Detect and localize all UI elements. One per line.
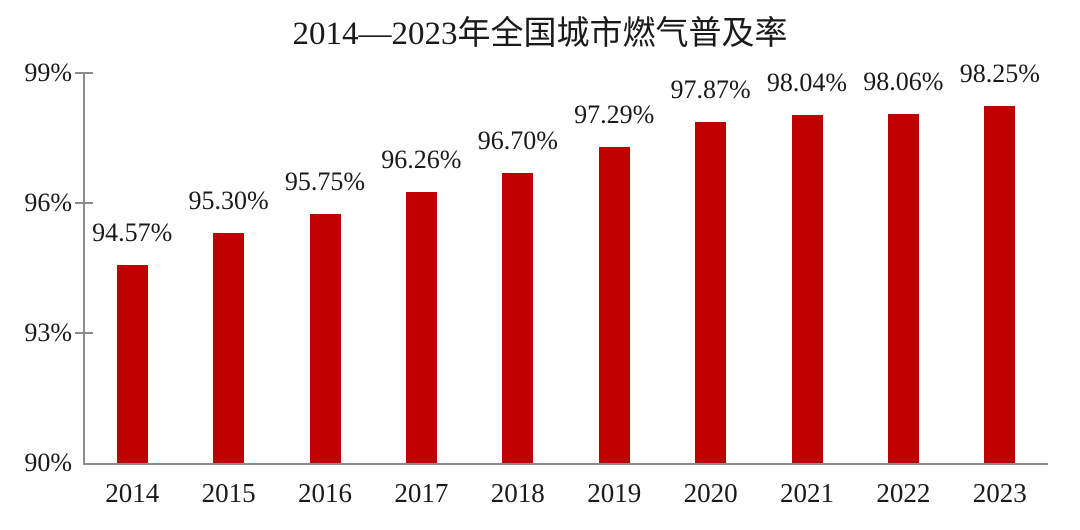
x-tick-label: 2020 <box>683 478 738 508</box>
y-tick <box>75 332 93 334</box>
bar-value-label: 97.29% <box>574 100 655 130</box>
bar <box>405 191 437 463</box>
bar <box>309 213 341 463</box>
bar <box>116 264 148 463</box>
bar <box>213 233 245 463</box>
x-tick-label: 2023 <box>972 478 1027 508</box>
x-tick-label: 2021 <box>779 478 834 508</box>
x-tick-label: 2018 <box>490 478 545 508</box>
x-tick-label: 2017 <box>394 478 449 508</box>
bar <box>598 147 630 463</box>
bar-value-label: 94.57% <box>92 217 173 247</box>
bar-value-label: 96.26% <box>381 144 462 174</box>
bar-value-label: 97.87% <box>670 74 751 104</box>
bar-value-label: 98.04% <box>766 67 848 97</box>
x-tick-label: 2016 <box>297 478 352 508</box>
bar-value-label: 95.30% <box>188 186 269 216</box>
bar-value-label: 95.75% <box>284 166 366 196</box>
bar-value-label: 98.25% <box>959 58 1040 88</box>
bar <box>791 114 823 463</box>
x-axis-line <box>83 463 1048 465</box>
bar <box>887 113 919 463</box>
y-tick-label: 93% <box>24 318 72 347</box>
y-tick <box>75 202 93 204</box>
y-tick <box>75 72 93 74</box>
x-tick-label: 2019 <box>587 478 642 508</box>
x-tick-label: 2014 <box>105 478 160 508</box>
x-tick-label: 2022 <box>876 478 931 508</box>
bar-value-label: 98.06% <box>863 66 944 96</box>
bar <box>502 172 534 463</box>
bar <box>984 105 1016 463</box>
chart-title: 2014—2023年全国城市燃气普及率 <box>292 16 788 52</box>
bar <box>695 121 727 463</box>
bar-value-label: 96.70% <box>477 125 558 155</box>
y-tick-label: 96% <box>24 188 72 217</box>
y-tick-label: 99% <box>24 58 72 87</box>
y-tick-label: 90% <box>24 448 72 477</box>
y-axis-line <box>83 73 85 465</box>
x-tick-label: 2015 <box>201 478 256 508</box>
